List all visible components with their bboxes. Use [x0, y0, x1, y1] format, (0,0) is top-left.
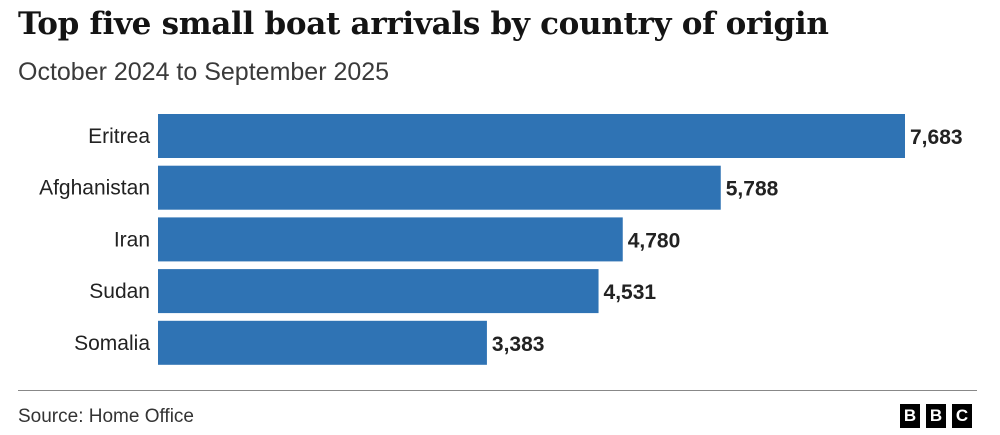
value-label: 4,531: [604, 281, 657, 304]
chart-title: Top five small boat arrivals by country …: [18, 6, 829, 42]
logo-letter: B: [926, 404, 946, 428]
divider: [18, 390, 977, 391]
value-label: 7,683: [910, 126, 963, 149]
bar-somalia: [158, 320, 487, 365]
category-label: Eritrea: [88, 125, 150, 148]
category-label: Iran: [114, 228, 150, 251]
value-label: 4,780: [628, 229, 681, 252]
logo-letter: B: [900, 404, 920, 428]
chart-subtitle: October 2024 to September 2025: [18, 58, 390, 86]
category-label: Afghanistan: [39, 177, 150, 200]
category-label: Sudan: [89, 280, 150, 303]
value-label: 5,788: [726, 178, 779, 201]
bar-afghanistan: [158, 165, 721, 210]
bbc-logo: B B C: [900, 404, 972, 428]
bar-iran: [158, 217, 623, 262]
source-note: Source: Home Office: [18, 406, 195, 427]
category-label: Somalia: [74, 332, 150, 355]
bar-eritrea: [158, 114, 905, 158]
logo-letter: C: [952, 404, 972, 428]
value-label: 3,383: [492, 333, 545, 356]
bar-sudan: [158, 269, 599, 314]
